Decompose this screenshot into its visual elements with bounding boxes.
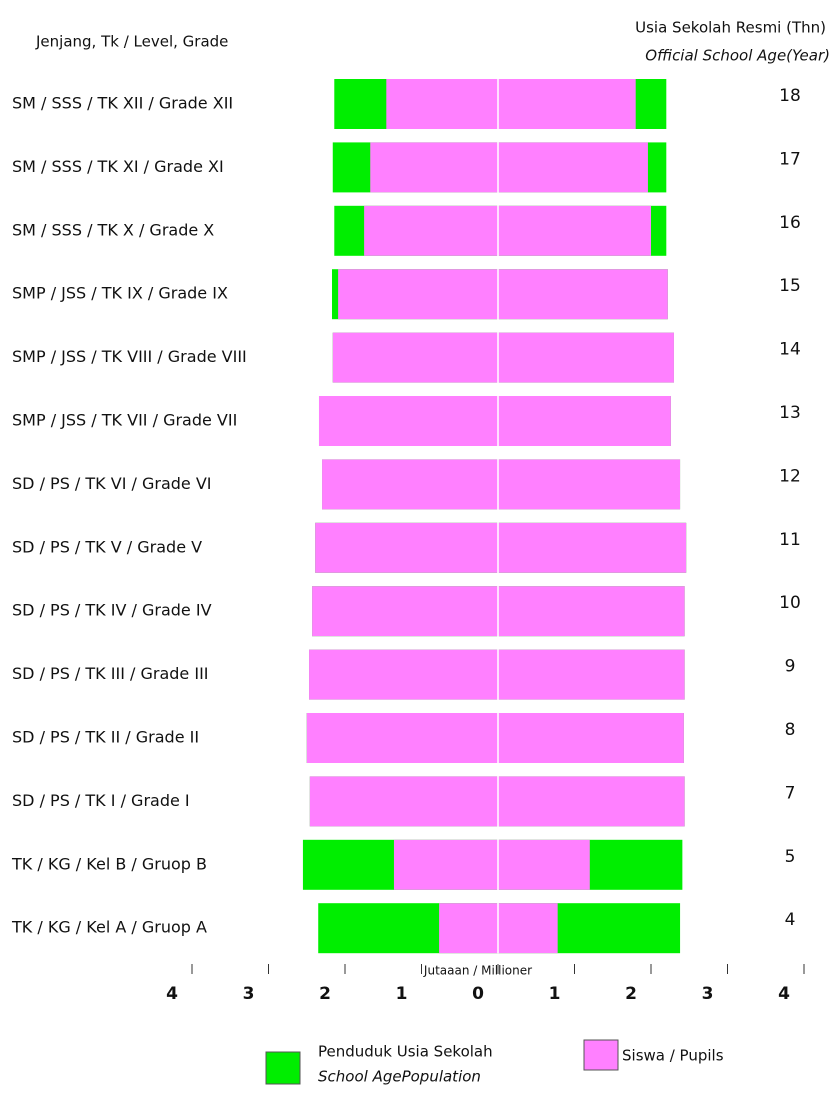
age-label: 15 — [779, 276, 801, 296]
bar-left — [386, 79, 498, 129]
age-label: 11 — [779, 530, 801, 550]
x-tick-label: 2 — [625, 984, 637, 1004]
category-label: TK / KG / Kel A / Gruop A — [11, 918, 207, 937]
bar-right — [498, 459, 681, 510]
x-tick-label: 4 — [778, 984, 790, 1004]
bar-left — [393, 839, 498, 890]
bar-left — [364, 205, 498, 256]
category-label: SMP / JSS / TK VIII / Grade VIII — [12, 347, 247, 366]
x-tick-label: 1 — [396, 984, 408, 1004]
bar-left — [338, 269, 498, 320]
bar-right — [498, 713, 684, 763]
age-label: 8 — [785, 720, 796, 740]
age-label: 5 — [785, 847, 796, 867]
bar-left — [332, 332, 498, 383]
x-tick-label: 2 — [319, 984, 331, 1004]
legend-label: School AgePopulation — [318, 1068, 481, 1086]
category-label: SM / SSS / TK XII / Grade XII — [12, 94, 233, 113]
bar-left — [322, 459, 498, 510]
category-label: SD / PS / TK II / Grade II — [12, 728, 199, 747]
x-tick-label: 3 — [243, 984, 255, 1004]
header-left: Jenjang, Tk / Level, Grade — [35, 33, 228, 51]
age-label: 13 — [779, 403, 801, 423]
category-label: SD / PS / TK III / Grade III — [12, 664, 209, 683]
bar-right — [498, 396, 671, 446]
bar-right — [498, 903, 558, 954]
age-label: 10 — [779, 593, 801, 613]
age-label: 9 — [785, 657, 796, 677]
age-label: 17 — [779, 149, 801, 169]
bar-left — [309, 776, 498, 827]
bar-left — [315, 522, 498, 573]
bar-left — [306, 713, 498, 763]
bar-right — [498, 332, 674, 383]
legend-label: Siswa / Pupils — [622, 1047, 724, 1065]
legend-label: Penduduk Usia Sekolah — [318, 1043, 493, 1061]
category-label: SM / SSS / TK X / Grade X — [12, 220, 214, 239]
header-right-sub: Official School Age(Year) — [645, 47, 830, 65]
legend-swatch — [583, 1039, 619, 1071]
bar-left — [312, 586, 498, 637]
bar-right — [498, 79, 636, 129]
category-label: TK / KG / Kel B / Gruop B — [11, 854, 207, 873]
category-label: SD / PS / TK VI / Grade VI — [12, 474, 212, 493]
bar-left — [370, 142, 498, 193]
x-tick-label: 0 — [472, 984, 484, 1004]
category-label: SMP / JSS / TK VII / Grade VII — [12, 411, 237, 430]
bar-right — [498, 649, 685, 700]
age-label: 7 — [785, 783, 796, 803]
bar-right — [498, 205, 651, 256]
legend-swatch — [265, 1051, 301, 1085]
bar-right — [498, 142, 648, 193]
category-label: SD / PS / TK V / Grade V — [12, 537, 202, 556]
category-label: SMP / JSS / TK IX / Grade IX — [12, 284, 228, 303]
bar-right — [498, 522, 687, 573]
bar-left — [439, 903, 498, 954]
x-tick-label: 1 — [549, 984, 561, 1004]
bar-left — [318, 396, 498, 446]
age-label: 4 — [785, 910, 796, 930]
bar-right — [498, 839, 590, 890]
header-right: Usia Sekolah Resmi (Thn) — [635, 19, 826, 37]
bar-left — [309, 649, 498, 700]
age-label: 12 — [779, 466, 801, 486]
age-label: 14 — [779, 340, 801, 360]
category-label: SD / PS / TK IV / Grade IV — [12, 601, 212, 620]
bar-right — [498, 776, 685, 827]
x-tick-label: 3 — [702, 984, 714, 1004]
x-axis-label: Jutaaan / Millioner — [423, 964, 532, 978]
category-label: SD / PS / TK I / Grade I — [12, 791, 190, 810]
x-tick-label: 4 — [166, 984, 178, 1004]
bar-right — [498, 586, 685, 637]
age-label: 18 — [779, 86, 801, 106]
bar-right — [498, 269, 668, 320]
age-label: 16 — [779, 213, 801, 233]
category-label: SM / SSS / TK XI / Grade XI — [12, 157, 224, 176]
